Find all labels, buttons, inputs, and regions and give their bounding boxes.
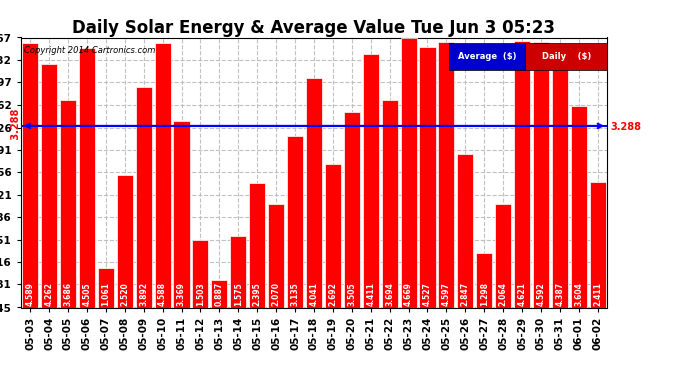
Bar	[438, 42, 455, 308]
Text: 1.061: 1.061	[101, 282, 110, 306]
Text: 3.892: 3.892	[139, 282, 148, 306]
Text: 4.041: 4.041	[309, 282, 319, 306]
Bar	[230, 236, 246, 308]
Bar	[173, 121, 190, 308]
Text: 3.135: 3.135	[290, 282, 299, 306]
Text: 4.589: 4.589	[26, 282, 34, 306]
Text: Copyright 2014 Cartronics.com: Copyright 2014 Cartronics.com	[23, 46, 155, 55]
Text: 4.621: 4.621	[518, 282, 526, 306]
Bar	[98, 268, 114, 308]
Text: 2.692: 2.692	[328, 282, 337, 306]
Bar	[306, 78, 322, 308]
Bar	[249, 183, 265, 308]
Bar	[420, 46, 435, 308]
Bar	[382, 100, 397, 308]
Bar	[476, 253, 492, 308]
Text: 3.288: 3.288	[11, 109, 21, 143]
Bar	[495, 204, 511, 308]
Text: Average  ($): Average ($)	[457, 52, 516, 61]
Bar	[41, 64, 57, 308]
Text: 4.597: 4.597	[442, 282, 451, 306]
Text: 0.887: 0.887	[215, 282, 224, 306]
Bar	[193, 240, 208, 308]
Text: 2.064: 2.064	[499, 282, 508, 306]
Text: 3.686: 3.686	[63, 282, 72, 306]
Text: 1.503: 1.503	[196, 282, 205, 306]
Bar	[136, 87, 152, 308]
Text: 3.369: 3.369	[177, 282, 186, 306]
Text: 2.070: 2.070	[272, 282, 281, 306]
Bar	[79, 48, 95, 308]
Text: 4.387: 4.387	[555, 282, 564, 306]
Bar	[552, 56, 568, 308]
Text: 3.604: 3.604	[574, 282, 583, 306]
Bar	[533, 42, 549, 308]
Text: 4.588: 4.588	[158, 282, 167, 306]
Text: 3.505: 3.505	[347, 283, 356, 306]
Bar	[363, 54, 379, 307]
Text: 2.411: 2.411	[593, 282, 602, 306]
FancyBboxPatch shape	[448, 43, 525, 70]
Text: 4.592: 4.592	[537, 282, 546, 306]
Text: 2.395: 2.395	[253, 282, 262, 306]
Bar	[117, 175, 132, 308]
Bar	[155, 43, 170, 308]
Bar	[60, 100, 76, 308]
Bar	[325, 164, 341, 308]
Bar	[287, 136, 303, 308]
Bar	[344, 112, 359, 308]
Text: 4.505: 4.505	[82, 283, 91, 306]
Bar	[268, 204, 284, 308]
FancyBboxPatch shape	[525, 43, 607, 70]
Text: Daily    ($): Daily ($)	[542, 52, 591, 61]
Bar	[457, 154, 473, 308]
Bar	[22, 43, 38, 308]
Bar	[514, 40, 530, 308]
Text: 4.262: 4.262	[45, 282, 54, 306]
Bar	[571, 106, 587, 308]
Text: 1.575: 1.575	[234, 282, 243, 306]
Text: 3.694: 3.694	[385, 282, 394, 306]
Text: 2.847: 2.847	[461, 282, 470, 306]
Title: Daily Solar Energy & Average Value Tue Jun 3 05:23: Daily Solar Energy & Average Value Tue J…	[72, 20, 555, 38]
Bar	[590, 182, 606, 308]
Bar	[400, 38, 417, 308]
Text: 4.411: 4.411	[366, 282, 375, 306]
Text: 4.527: 4.527	[423, 282, 432, 306]
Bar	[211, 279, 228, 308]
Text: 2.520: 2.520	[120, 282, 129, 306]
Text: 4.669: 4.669	[404, 282, 413, 306]
Text: 1.298: 1.298	[480, 282, 489, 306]
